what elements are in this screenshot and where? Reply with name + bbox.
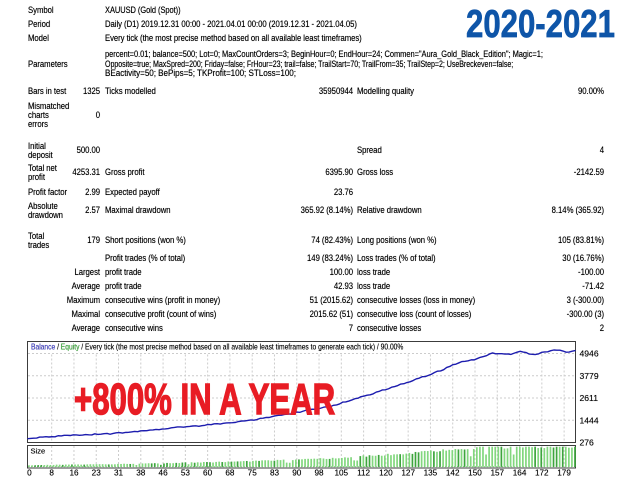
svg-text:Balance / Equity / Every tick: Balance / Equity / Every tick (the most … — [31, 342, 404, 352]
svg-text:120: 120 — [379, 469, 393, 478]
svg-text:105: 105 — [334, 469, 348, 478]
svg-text:172: 172 — [535, 469, 549, 478]
svg-text:68: 68 — [225, 469, 235, 478]
svg-text:112: 112 — [357, 469, 370, 478]
svg-text:157: 157 — [490, 469, 504, 478]
svg-text:Size: Size — [31, 446, 46, 455]
svg-text:1444: 1444 — [580, 415, 599, 425]
svg-text:276: 276 — [580, 438, 595, 448]
svg-text:16: 16 — [69, 469, 79, 478]
svg-text:38: 38 — [136, 469, 146, 478]
svg-text:60: 60 — [203, 469, 213, 478]
svg-text:164: 164 — [513, 469, 527, 478]
svg-text:135: 135 — [424, 469, 438, 478]
svg-text:127: 127 — [401, 469, 415, 478]
svg-text:53: 53 — [181, 469, 191, 478]
svg-text:90: 90 — [292, 469, 302, 478]
svg-text:179: 179 — [557, 469, 571, 478]
svg-text:31: 31 — [114, 469, 124, 478]
svg-text:8: 8 — [49, 469, 54, 478]
svg-text:150: 150 — [468, 469, 482, 478]
svg-text:3779: 3779 — [580, 371, 599, 381]
svg-text:2611: 2611 — [580, 393, 599, 403]
svg-text:46: 46 — [159, 469, 169, 478]
svg-text:142: 142 — [446, 469, 460, 478]
svg-text:83: 83 — [270, 469, 280, 478]
svg-text:75: 75 — [248, 469, 258, 478]
svg-text:4946: 4946 — [580, 349, 599, 359]
svg-text:98: 98 — [314, 469, 324, 478]
svg-text:23: 23 — [92, 469, 102, 478]
svg-text:0: 0 — [27, 469, 32, 478]
